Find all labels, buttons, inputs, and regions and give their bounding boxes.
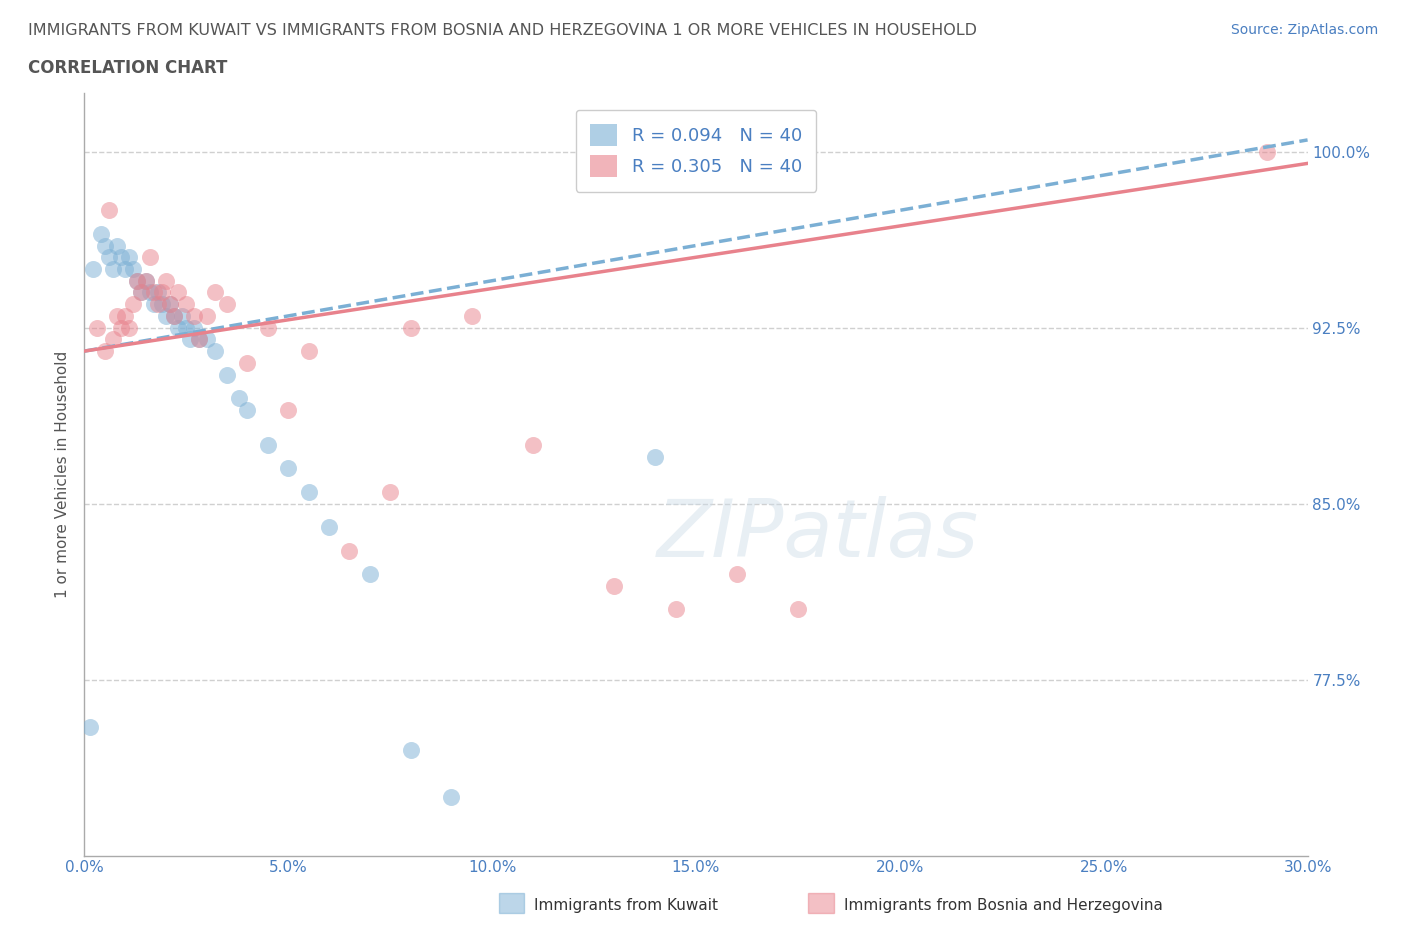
Point <box>131 285 153 299</box>
FancyBboxPatch shape <box>808 893 834 913</box>
Point <box>118 250 141 265</box>
Point <box>105 238 128 253</box>
Point <box>725 566 748 581</box>
Point <box>138 250 160 265</box>
Point <box>90 226 112 241</box>
Point <box>665 602 688 617</box>
Point <box>204 344 226 359</box>
Point <box>138 285 160 299</box>
Point <box>174 297 197 312</box>
Point <box>339 543 361 558</box>
Point <box>127 273 149 288</box>
Point <box>644 449 666 464</box>
Y-axis label: 1 or more Vehicles in Household: 1 or more Vehicles in Household <box>55 351 70 598</box>
Point <box>187 332 209 347</box>
Point <box>187 332 209 347</box>
Text: ZIPatlas: ZIPatlas <box>657 497 980 575</box>
Point <box>101 332 124 347</box>
Point <box>150 297 173 312</box>
FancyBboxPatch shape <box>499 893 524 913</box>
Point <box>150 285 173 299</box>
Point <box>787 602 810 617</box>
Point <box>79 719 101 734</box>
Point <box>257 437 280 452</box>
Point <box>114 261 136 276</box>
Point <box>110 250 132 265</box>
Point <box>183 320 205 335</box>
Point <box>131 285 153 299</box>
Point <box>183 309 205 324</box>
Point <box>122 261 145 276</box>
Legend: R = 0.094   N = 40, R = 0.305   N = 40: R = 0.094 N = 40, R = 0.305 N = 40 <box>575 110 817 192</box>
Point <box>122 297 145 312</box>
Point <box>146 297 169 312</box>
Point <box>217 367 239 382</box>
Point <box>135 273 157 288</box>
Text: Source: ZipAtlas.com: Source: ZipAtlas.com <box>1230 23 1378 37</box>
Point <box>399 320 422 335</box>
Point <box>236 403 259 418</box>
Point <box>277 403 299 418</box>
Point <box>318 520 340 535</box>
Point <box>97 250 120 265</box>
Point <box>179 332 201 347</box>
Point <box>110 320 132 335</box>
Point <box>142 297 165 312</box>
Point <box>298 344 321 359</box>
Point <box>1256 144 1278 159</box>
Point <box>298 485 321 499</box>
Point <box>257 320 280 335</box>
Point <box>93 238 115 253</box>
Point <box>522 437 544 452</box>
Point <box>135 273 157 288</box>
Point <box>440 790 463 804</box>
Point <box>204 285 226 299</box>
Point <box>155 273 177 288</box>
Point <box>163 309 186 324</box>
Point <box>101 261 124 276</box>
Text: CORRELATION CHART: CORRELATION CHART <box>28 59 228 76</box>
Point <box>399 742 422 757</box>
Point <box>195 332 218 347</box>
Point <box>127 273 149 288</box>
Point <box>167 320 190 335</box>
Point <box>155 309 177 324</box>
Point <box>82 261 104 276</box>
Text: Immigrants from Bosnia and Herzegovina: Immigrants from Bosnia and Herzegovina <box>844 898 1163 913</box>
Point <box>195 309 218 324</box>
Point <box>359 566 381 581</box>
Point <box>163 309 186 324</box>
Point <box>159 297 181 312</box>
Point <box>461 309 484 324</box>
Point <box>93 344 115 359</box>
Point <box>236 355 259 370</box>
Point <box>118 320 141 335</box>
Point <box>172 309 194 324</box>
Point <box>277 461 299 476</box>
Point <box>142 285 165 299</box>
Point <box>146 285 169 299</box>
Point <box>603 578 626 593</box>
Point <box>167 285 190 299</box>
Point <box>228 391 250 405</box>
Point <box>217 297 239 312</box>
Point <box>97 203 120 218</box>
Point <box>114 309 136 324</box>
Point <box>86 320 108 335</box>
Point <box>105 309 128 324</box>
Point <box>159 297 181 312</box>
Point <box>174 320 197 335</box>
Text: IMMIGRANTS FROM KUWAIT VS IMMIGRANTS FROM BOSNIA AND HERZEGOVINA 1 OR MORE VEHIC: IMMIGRANTS FROM KUWAIT VS IMMIGRANTS FRO… <box>28 23 977 38</box>
Text: Immigrants from Kuwait: Immigrants from Kuwait <box>534 898 718 913</box>
Point <box>380 485 402 499</box>
